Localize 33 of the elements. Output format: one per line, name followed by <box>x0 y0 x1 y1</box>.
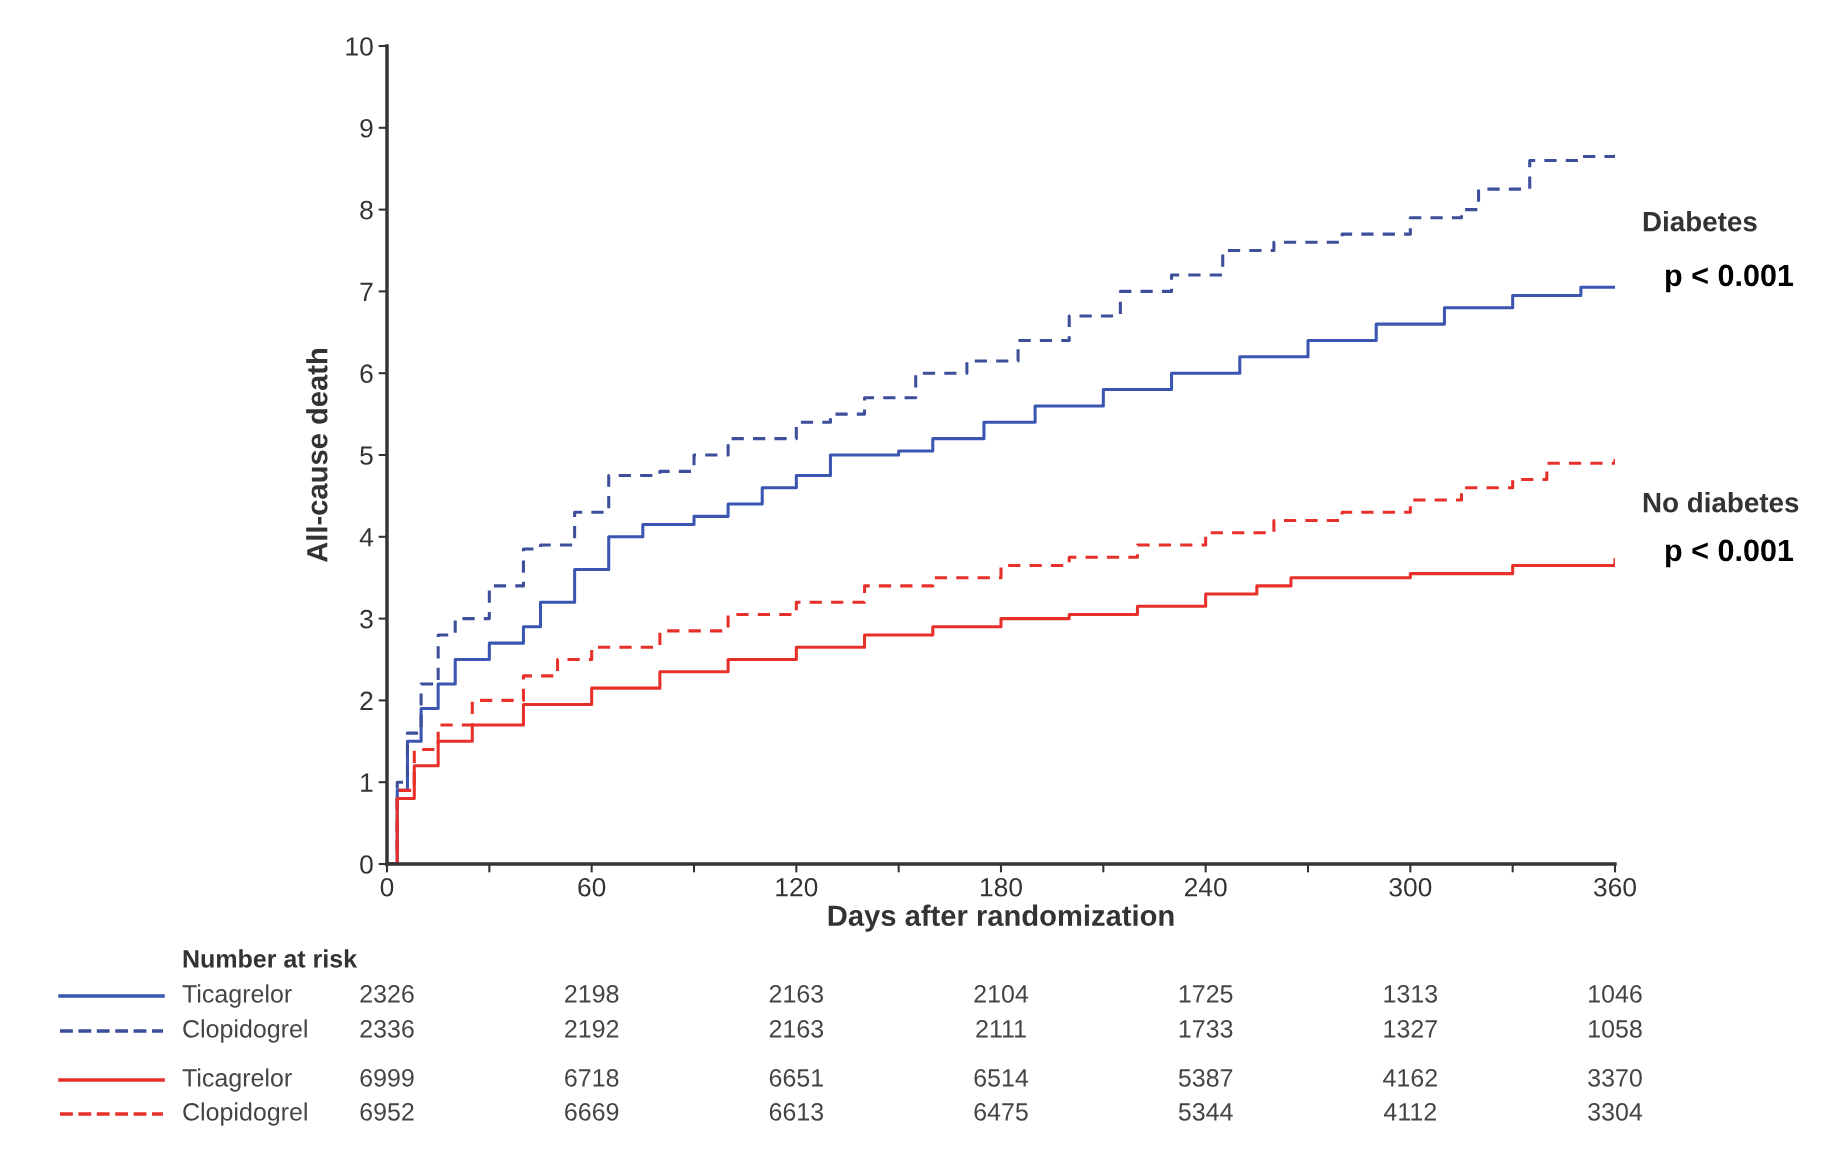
text: p < 0.001 <box>1666 539 1794 568</box>
text: 6952 6669 6613 6475 5344 4112 3304 <box>360 1103 1643 1121</box>
legend-label: Clopidogrel <box>183 1019 307 1043</box>
text: No diabetes <box>1643 492 1799 513</box>
x-tick-label: 300 <box>1389 877 1432 897</box>
y-tick-label: 1 <box>361 773 373 792</box>
x-tick-label: 0 <box>380 877 394 897</box>
text: Diabetes <box>1643 211 1757 232</box>
y-axis-title: All-cause death <box>306 349 328 563</box>
y-tick-label: 6 <box>360 364 373 384</box>
y-tick-label: 10 <box>346 37 373 56</box>
y-tick-label: 0 <box>360 855 373 874</box>
text: 2326 2198 2163 2104 1725 1313 1046 <box>360 985 1642 1003</box>
y-tick-label: 2 <box>360 691 373 710</box>
legend-label: Clopidogrel <box>183 1102 307 1126</box>
text: 2336 2192 2163 2111 1733 1327 1058 <box>360 1020 1642 1038</box>
y-tick-label: 8 <box>360 200 373 220</box>
x-tick-label: 240 <box>1184 877 1227 897</box>
y-tick-label: 4 <box>359 528 374 547</box>
text: Number at risk <box>183 949 358 968</box>
x-tick-label: 60 <box>578 877 606 897</box>
text: p < 0.001 <box>1666 264 1794 293</box>
legend-label: Ticagrelor <box>182 1068 292 1092</box>
y-tick-label: 3 <box>360 609 373 629</box>
x-tick-label: 120 <box>776 877 818 897</box>
y-tick-label: 5 <box>360 446 373 465</box>
x-tick-label: 180 <box>981 877 1022 897</box>
x-axis-title: Days after randomization <box>828 904 1174 932</box>
text: 6999 6718 6651 6514 5387 4162 3370 <box>360 1069 1642 1087</box>
x-tick-label: 360 <box>1593 877 1636 897</box>
y-tick-label: 9 <box>360 118 373 138</box>
y-tick-label: 7 <box>360 282 373 301</box>
legend-label: Ticagrelor <box>182 984 292 1008</box>
